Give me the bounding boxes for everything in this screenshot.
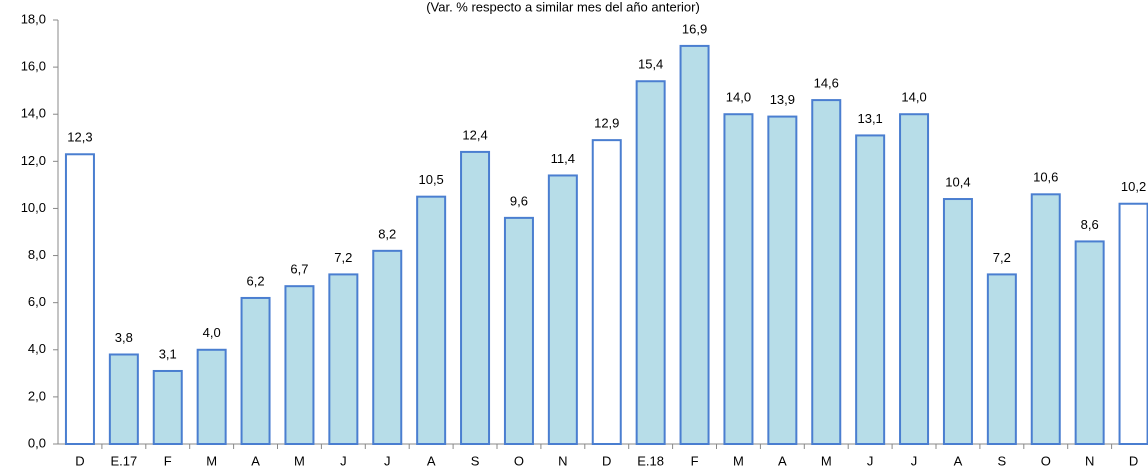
value-label: 14,6 [814,76,839,91]
bar [899,113,930,445]
x-tick-label: E.18 [637,453,664,468]
bar [372,249,403,445]
value-label: 6,2 [247,273,265,288]
y-tick-label: 6,0 [28,294,46,309]
value-label: 8,2 [378,226,396,241]
y-tick-label: 14,0 [21,106,46,121]
x-tick-label: O [514,453,524,468]
bar [723,113,754,445]
bar [240,296,271,446]
x-tick-label: N [1085,453,1094,468]
value-label: 9,6 [510,193,528,208]
value-label: 3,1 [159,346,177,361]
value-label: 13,1 [857,111,882,126]
bar [679,44,710,446]
value-label: 12,4 [462,127,487,142]
x-tick-label: S [998,453,1007,468]
bar [855,134,886,446]
x-tick-label: A [778,453,787,468]
x-tick-label: F [691,453,699,468]
value-label: 14,0 [901,90,926,105]
bar [64,153,95,445]
chart-subtitle: (Var. % respecto a similar mes del año a… [426,0,700,14]
x-tick-label: J [911,453,918,468]
bar [811,99,842,445]
value-label: 8,6 [1081,217,1099,232]
bar [152,369,183,446]
value-label: 10,2 [1121,179,1146,194]
bar [1030,193,1061,445]
value-label: 12,9 [594,116,619,131]
bar [767,115,798,445]
bar [108,353,139,445]
y-tick-label: 18,0 [21,11,46,26]
value-label: 16,9 [682,21,707,36]
bar [635,80,666,445]
value-label: 13,9 [770,92,795,107]
x-tick-label: J [384,453,391,468]
x-tick-label: M [733,453,744,468]
x-tick-label: D [75,453,84,468]
bar [196,348,227,445]
value-label: 3,8 [115,330,133,345]
y-tick-label: 10,0 [21,200,46,215]
bar [460,150,491,446]
value-label: 4,0 [203,325,221,340]
y-tick-label: 4,0 [28,341,46,356]
x-tick-label: N [558,453,567,468]
x-tick-label: S [471,453,480,468]
y-tick-label: 16,0 [21,59,46,74]
x-tick-label: A [954,453,963,468]
x-tick-label: J [340,453,347,468]
x-tick-label: M [294,453,305,468]
y-tick-label: 2,0 [28,388,46,403]
x-tick-label: D [602,453,611,468]
bar [1074,240,1105,445]
x-tick-label: M [821,453,832,468]
value-label: 10,6 [1033,170,1058,185]
y-tick-label: 12,0 [21,153,46,168]
bar [503,216,534,445]
bar [1118,202,1148,445]
bar [986,273,1017,445]
bar [547,174,578,445]
x-tick-label: E.17 [110,453,137,468]
bar [328,273,359,445]
x-tick-label: F [164,453,172,468]
bar [591,139,622,445]
y-tick-label: 0,0 [28,435,46,450]
y-tick-label: 8,0 [28,247,46,262]
value-label: 10,4 [945,174,970,189]
value-label: 14,0 [726,90,751,105]
bar [416,195,447,445]
value-label: 7,2 [334,250,352,265]
value-label: 11,4 [551,151,575,166]
x-tick-label: M [206,453,217,468]
value-label: 12,3 [67,130,92,145]
value-label: 7,2 [993,250,1011,265]
value-label: 15,4 [638,57,663,72]
x-tick-label: A [251,453,260,468]
x-tick-label: D [1129,453,1138,468]
x-tick-label: A [427,453,436,468]
bar [942,198,973,445]
bar [284,285,315,445]
value-label: 6,7 [290,262,308,277]
value-label: 10,5 [418,172,443,187]
x-tick-label: J [867,453,874,468]
x-tick-label: O [1041,453,1051,468]
